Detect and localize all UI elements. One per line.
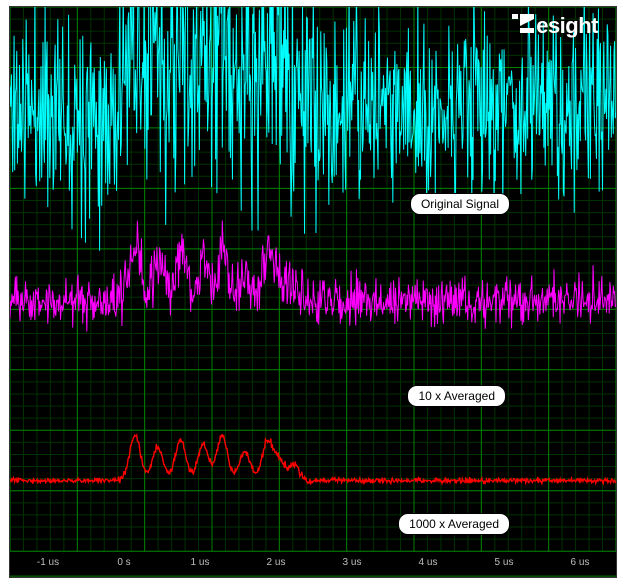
x-axis: -1 us 0 s 1 us 2 us 3 us 4 us 5 us 6 us <box>10 557 616 571</box>
label-1000x-averaged: 1000 x Averaged <box>398 513 510 535</box>
x-tick-label: 6 us <box>571 557 590 568</box>
x-tick-label: 2 us <box>267 557 286 568</box>
x-tick-label: 4 us <box>419 557 438 568</box>
x-tick-label: 1 us <box>191 557 210 568</box>
oscilloscope-display: Original Signal 10 x Averaged 1000 x Ave… <box>9 6 617 578</box>
waveform-layer <box>10 7 616 577</box>
label-10x-averaged: 10 x Averaged <box>407 385 506 407</box>
x-tick-label: 5 us <box>495 557 514 568</box>
trace-original-signal <box>10 7 616 251</box>
x-tick-label: 3 us <box>343 557 362 568</box>
trace-10x-averaged <box>10 220 616 331</box>
label-original-signal: Original Signal <box>410 193 510 215</box>
x-tick-label: 0 s <box>117 557 130 568</box>
x-tick-label: -1 us <box>37 557 59 568</box>
trace-1000x-averaged <box>10 435 616 485</box>
